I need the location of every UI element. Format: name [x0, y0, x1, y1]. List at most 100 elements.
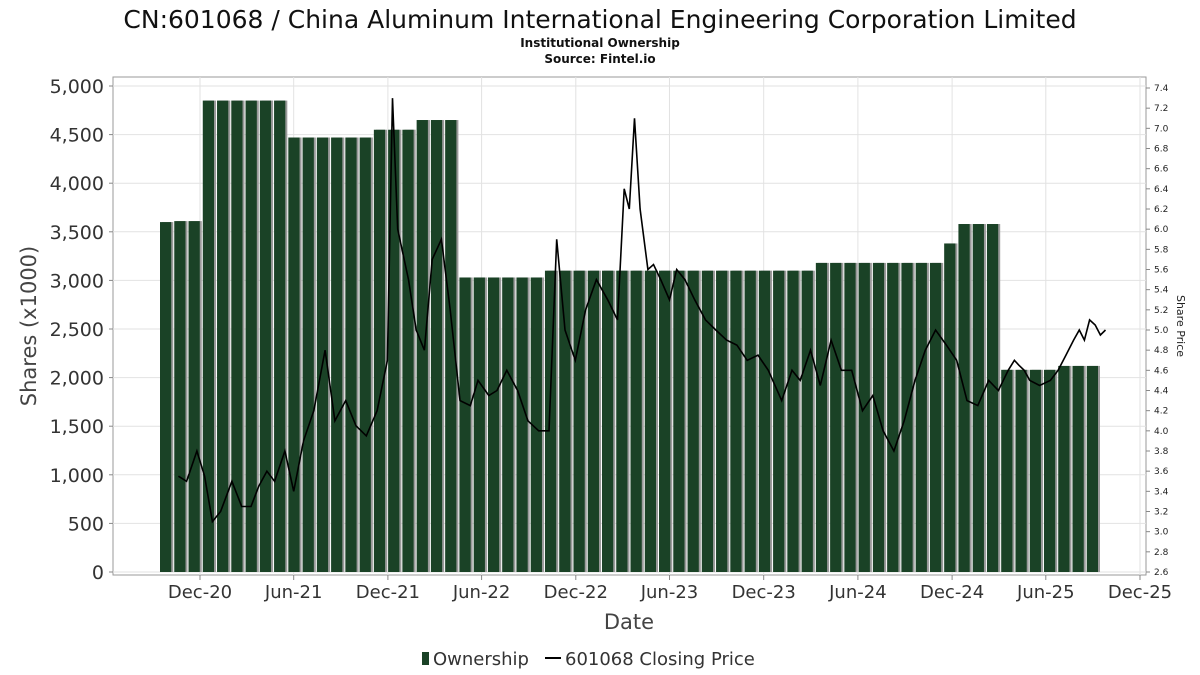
y-tick-label: 500	[68, 513, 104, 535]
closing-price-line	[177, 98, 1107, 524]
y-tick-label: 2,500	[50, 319, 104, 341]
chart-subtitle: Institutional Ownership	[520, 36, 680, 50]
ownership-bar	[1058, 365, 1070, 572]
y2-tick-label: 5.4	[1154, 286, 1169, 296]
ownership-bar	[530, 277, 542, 572]
ownership-bar	[716, 270, 728, 572]
ownership-bar	[687, 270, 699, 572]
y2-tick-label: 3.8	[1154, 447, 1169, 457]
y-axis-label: Shares (x1000)	[17, 246, 41, 406]
y2-tick-label: 2.8	[1154, 548, 1169, 558]
ownership-bar	[958, 224, 970, 573]
y2-tick-label: 3.0	[1154, 528, 1169, 538]
ownership-bar	[758, 270, 771, 572]
y-tick-label: 3,500	[50, 222, 104, 244]
ownership-bar	[188, 221, 200, 572]
ownership-bar	[160, 222, 172, 572]
y2-tick-label: 5.0	[1154, 326, 1169, 336]
ownership-bar	[402, 129, 414, 573]
ownership-bar	[373, 129, 386, 573]
y2-axis-label: Share Price	[1174, 295, 1187, 357]
left-y-axis: 0 500 1,000 1,500 2,000 2,500 3,000 3,500 4,000 4…	[50, 76, 113, 584]
y2-tick-label: 5.8	[1154, 245, 1169, 255]
ownership-bar	[773, 270, 785, 572]
ownership-bar	[630, 270, 642, 572]
ownership-bar	[673, 270, 685, 572]
ownership-bar	[659, 270, 671, 572]
ownership-bar	[245, 100, 257, 572]
y-tick-label: 0	[92, 562, 104, 584]
ownership-bar	[986, 224, 999, 573]
ownership-bar	[231, 100, 243, 572]
legend: Ownership 601068 Closing Price	[422, 649, 755, 670]
y2-tick-label: 4.2	[1154, 407, 1168, 417]
y-tick-label: 1,500	[50, 416, 104, 438]
legend-price-label: 601068 Closing Price	[565, 649, 755, 670]
chart-title: CN:601068 / China Aluminum International…	[123, 5, 1076, 34]
x-tick-label: Jun-23	[640, 582, 699, 603]
ownership-bar	[1015, 369, 1027, 572]
legend-ownership-label: Ownership	[433, 649, 529, 670]
legend-ownership-swatch	[422, 652, 429, 665]
ownership-bar	[459, 277, 471, 572]
y2-tick-label: 6.0	[1154, 225, 1169, 235]
ownership-bar	[388, 129, 400, 573]
ownership-bar	[331, 137, 343, 573]
x-tick-label: Dec-24	[920, 582, 984, 603]
ownership-bar	[1001, 369, 1013, 572]
ownership-bar	[573, 270, 585, 572]
ownership-bar	[359, 137, 371, 573]
y2-tick-label: 3.4	[1154, 487, 1169, 497]
y-tick-label: 4,500	[50, 125, 104, 147]
ownership-bar	[274, 100, 286, 572]
ownership-bar	[487, 277, 500, 572]
y-tick-label: 1,000	[50, 465, 104, 487]
y2-tick-label: 6.2	[1154, 205, 1168, 215]
ownership-bar	[972, 224, 984, 573]
ownership-bar	[217, 100, 229, 572]
ownership-bar	[616, 270, 628, 572]
ownership-bar	[887, 262, 899, 572]
y2-tick-label: 7.2	[1154, 104, 1168, 114]
ownership-bar	[587, 270, 599, 572]
ownership-bar	[174, 221, 186, 572]
ownership-bar	[544, 270, 557, 572]
ownership-bar	[316, 137, 329, 573]
x-axis: Dec-20 Jun-21 Dec-21 Jun-22 Dec-22 Jun-23 Dec-…	[168, 575, 1172, 603]
x-tick-label: Jun-21	[264, 582, 323, 603]
right-y-axis: 2.6 2.8 3.0 3.2 3.4 3.6 3.8 4.0 4.2 4.4 4.6 4.8 5.0 5…	[1146, 84, 1169, 578]
ownership-bar	[202, 100, 215, 572]
ownership-bar	[1043, 369, 1056, 572]
ownership-bar	[559, 270, 571, 572]
y2-tick-label: 3.6	[1154, 467, 1169, 477]
ownership-bar	[844, 262, 856, 572]
ownership-bar	[787, 270, 799, 572]
y2-tick-label: 4.8	[1154, 346, 1169, 356]
ownership-bar	[701, 270, 714, 572]
x-tick-label: Jun-25	[1016, 582, 1075, 603]
y-tick-label: 5,000	[50, 76, 104, 98]
y2-tick-label: 4.0	[1154, 427, 1169, 437]
x-tick-label: Dec-20	[168, 582, 232, 603]
x-tick-label: Dec-25	[1108, 582, 1172, 603]
ownership-bar	[915, 262, 927, 572]
y2-tick-label: 4.4	[1154, 387, 1169, 397]
ownership-bar	[302, 137, 314, 573]
ownership-bar	[644, 270, 657, 572]
y-tick-label: 4,000	[50, 173, 104, 195]
y2-tick-label: 7.4	[1154, 84, 1169, 94]
ownership-bar	[345, 137, 357, 573]
ownership-bar	[601, 270, 614, 572]
ownership-bar	[288, 137, 300, 573]
ownership-bar	[830, 262, 842, 572]
ownership-bar	[430, 120, 443, 573]
y2-tick-label: 2.6	[1154, 568, 1169, 578]
ownership-bar	[944, 243, 956, 573]
chart-source: Source: Fintel.io	[544, 52, 655, 66]
y2-tick-label: 4.6	[1154, 366, 1169, 376]
ownership-bar	[744, 270, 756, 572]
ownership-bar	[1086, 365, 1098, 572]
ownership-bar	[801, 270, 813, 572]
x-tick-label: Dec-21	[356, 582, 420, 603]
